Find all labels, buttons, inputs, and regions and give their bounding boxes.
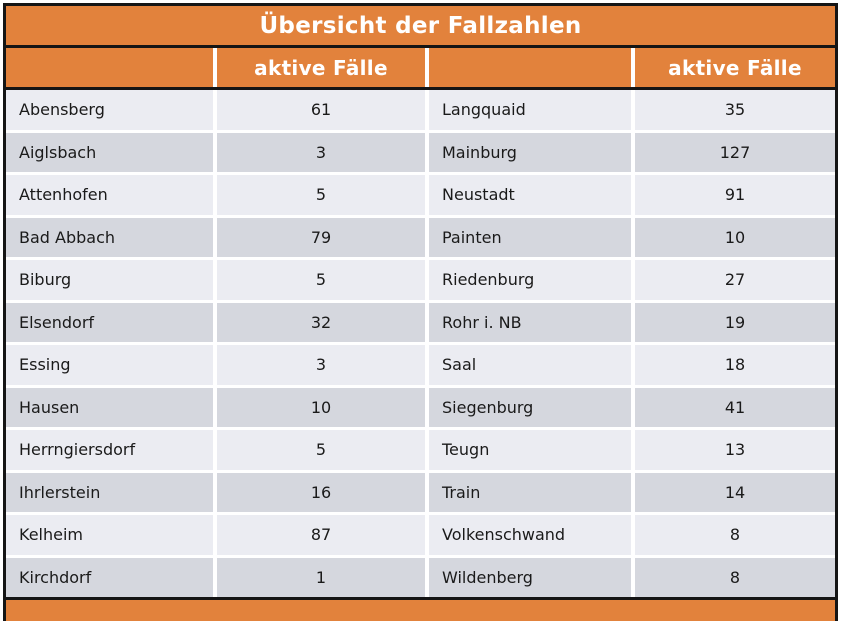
active-cases-value: 1 [213, 557, 425, 597]
table-row: Kelheim 87 Volkenschwand 8 [6, 515, 835, 558]
table-row: Herrngiersdorf 5 Teugn 13 [6, 430, 835, 473]
header-cell-aktive-faelle-left: aktive Fälle [213, 48, 425, 87]
active-cases-value: 27 [631, 260, 835, 300]
municipality-name: Saal [425, 345, 631, 385]
active-cases-value: 61 [213, 90, 425, 130]
table-row: Bad Abbach 79 Painten 10 [6, 217, 835, 260]
municipality-name: Riedenburg [425, 260, 631, 300]
table-body: Abensberg 61 Langquaid 35 Aiglsbach 3 Ma… [6, 90, 835, 597]
active-cases-value: 16 [213, 472, 425, 512]
municipality-name: Bad Abbach [6, 217, 213, 257]
municipality-name: Wildenberg [425, 557, 631, 597]
header-cell-empty-left [6, 48, 213, 87]
active-cases-value: 18 [631, 345, 835, 385]
active-cases-value: 3 [213, 345, 425, 385]
table-header-row: aktive Fälle aktive Fälle [6, 48, 835, 90]
active-cases-value: 8 [631, 557, 835, 597]
active-cases-value: 79 [213, 217, 425, 257]
table-row: Hausen 10 Siegenburg 41 [6, 387, 835, 430]
active-cases-value: 3 [213, 132, 425, 172]
active-cases-value: 5 [213, 260, 425, 300]
table-footer-strip [6, 597, 835, 621]
active-cases-value: 10 [213, 387, 425, 427]
municipality-name: Herrngiersdorf [6, 430, 213, 470]
municipality-name: Kirchdorf [6, 557, 213, 597]
municipality-name: Volkenschwand [425, 515, 631, 555]
municipality-name: Elsendorf [6, 302, 213, 342]
active-cases-value: 8 [631, 515, 835, 555]
municipality-name: Essing [6, 345, 213, 385]
active-cases-value: 35 [631, 90, 835, 130]
active-cases-value: 32 [213, 302, 425, 342]
active-cases-value: 127 [631, 132, 835, 172]
municipality-name: Hausen [6, 387, 213, 427]
header-cell-aktive-faelle-right: aktive Fälle [631, 48, 835, 87]
municipality-name: Abensberg [6, 90, 213, 130]
table-row: Essing 3 Saal 18 [6, 345, 835, 388]
active-cases-value: 5 [213, 430, 425, 470]
table-row: Kirchdorf 1 Wildenberg 8 [6, 557, 835, 597]
municipality-name: Rohr i. NB [425, 302, 631, 342]
municipality-name: Attenhofen [6, 175, 213, 215]
active-cases-value: 91 [631, 175, 835, 215]
table-row: Elsendorf 32 Rohr i. NB 19 [6, 302, 835, 345]
municipality-name: Kelheim [6, 515, 213, 555]
table-row: Attenhofen 5 Neustadt 91 [6, 175, 835, 218]
municipality-name: Mainburg [425, 132, 631, 172]
municipality-name: Biburg [6, 260, 213, 300]
active-cases-value: 5 [213, 175, 425, 215]
active-cases-value: 41 [631, 387, 835, 427]
table-row: Aiglsbach 3 Mainburg 127 [6, 132, 835, 175]
municipality-name: Siegenburg [425, 387, 631, 427]
municipality-name: Neustadt [425, 175, 631, 215]
municipality-name: Aiglsbach [6, 132, 213, 172]
municipality-name: Langquaid [425, 90, 631, 130]
active-cases-value: 13 [631, 430, 835, 470]
active-cases-value: 14 [631, 472, 835, 512]
header-cell-empty-right [425, 48, 631, 87]
municipality-name: Ihrlerstein [6, 472, 213, 512]
table-row: Biburg 5 Riedenburg 27 [6, 260, 835, 303]
active-cases-value: 10 [631, 217, 835, 257]
table-row: Ihrlerstein 16 Train 14 [6, 472, 835, 515]
municipality-name: Train [425, 472, 631, 512]
active-cases-value: 87 [213, 515, 425, 555]
table-title: Übersicht der Fallzahlen [6, 6, 835, 48]
municipality-name: Painten [425, 217, 631, 257]
fallzahlen-table: Übersicht der Fallzahlen aktive Fälle ak… [3, 3, 838, 621]
table-row: Abensberg 61 Langquaid 35 [6, 90, 835, 133]
municipality-name: Teugn [425, 430, 631, 470]
active-cases-value: 19 [631, 302, 835, 342]
